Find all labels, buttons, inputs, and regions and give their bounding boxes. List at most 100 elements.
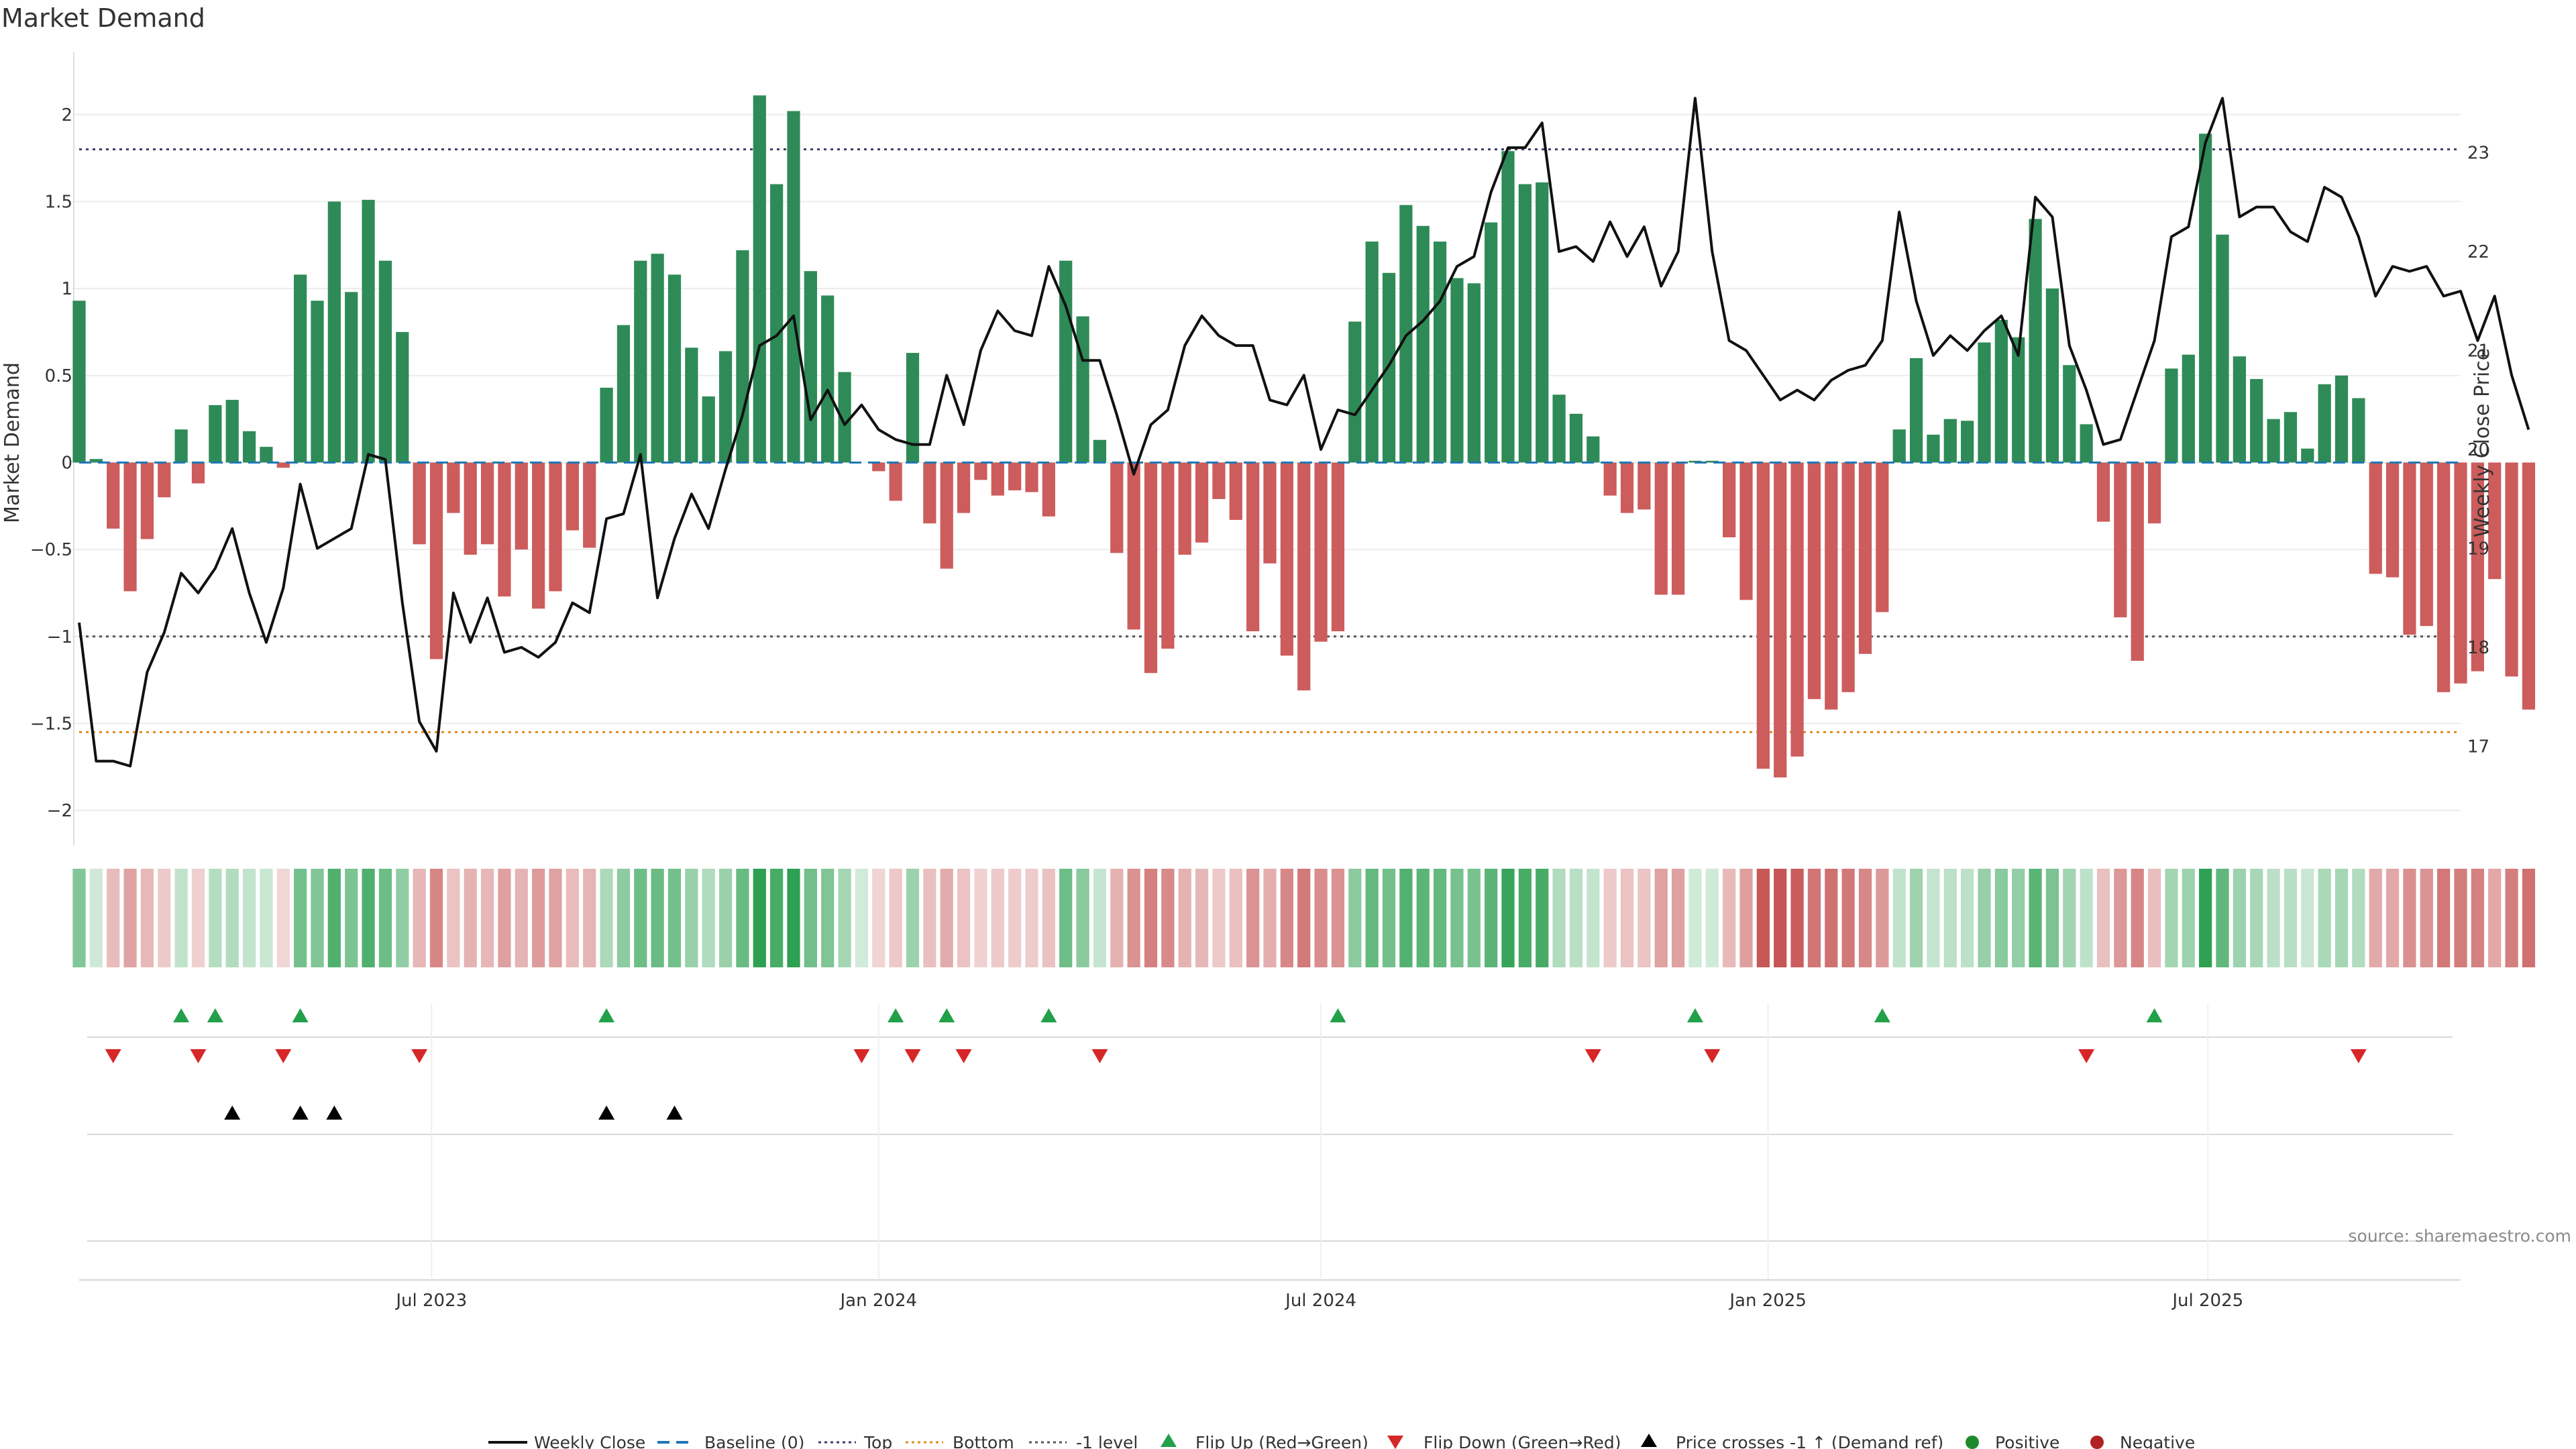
demand-bar bbox=[242, 431, 256, 463]
x-tick-label: Jul 2024 bbox=[1284, 1291, 1356, 1311]
heat-cell bbox=[1688, 869, 1702, 967]
heat-cell bbox=[1876, 869, 1889, 967]
heat-cell bbox=[1059, 869, 1073, 967]
demand-bar bbox=[1774, 462, 1787, 777]
demand-bar bbox=[753, 95, 766, 463]
heat-cell bbox=[889, 869, 902, 967]
demand-bar bbox=[1927, 434, 1940, 463]
demand-bar bbox=[2267, 419, 2280, 463]
heat-cell bbox=[1110, 869, 1124, 967]
y2-tick-label: 19 bbox=[2467, 539, 2489, 559]
demand-bar bbox=[2080, 424, 2093, 463]
cross-marker bbox=[224, 1106, 241, 1120]
demand-bar bbox=[1365, 241, 1379, 463]
demand-bar bbox=[1229, 462, 1242, 521]
legend-negative: Negative bbox=[2090, 1433, 2195, 1449]
demand-bar bbox=[1790, 462, 1804, 757]
heat-cell bbox=[2420, 869, 2433, 967]
heat-cell bbox=[362, 869, 375, 967]
heat-cell bbox=[1144, 869, 1158, 967]
legend-cross: Price crosses -1 ↑ (Demand ref) bbox=[1641, 1433, 1943, 1449]
heat-cell bbox=[1314, 869, 1328, 967]
demand-bar bbox=[260, 447, 273, 463]
demand-bar bbox=[123, 462, 137, 592]
flip-down-marker bbox=[190, 1049, 207, 1063]
heat-cell bbox=[1450, 869, 1464, 967]
heat-cell bbox=[2369, 869, 2382, 967]
flip-up-marker bbox=[1874, 1008, 1890, 1022]
reference-lines bbox=[79, 148, 2461, 733]
heat-cell bbox=[1093, 869, 1107, 967]
heat-cell bbox=[1348, 869, 1362, 967]
demand-bar bbox=[1892, 429, 1906, 463]
demand-bar bbox=[2063, 365, 2076, 463]
flip-up-marker bbox=[938, 1008, 955, 1022]
heat-cell bbox=[974, 869, 987, 967]
heat-cell bbox=[345, 869, 358, 967]
x-axis: Jul 2023 Jan 2024 Jul 2024 Jan 2025 Jul 2025 bbox=[79, 1004, 2461, 1311]
flip-up-marker bbox=[173, 1008, 190, 1022]
demand-bar bbox=[1654, 462, 1668, 595]
legend-positive: Positive bbox=[1966, 1433, 2059, 1449]
heat-cell bbox=[1331, 869, 1345, 967]
x-tick-label: Jan 2024 bbox=[839, 1291, 918, 1311]
heat-cell bbox=[2080, 869, 2093, 967]
demand-bar bbox=[549, 462, 562, 592]
demand-bar bbox=[838, 372, 851, 463]
demand-bar bbox=[191, 462, 205, 484]
demand-bar bbox=[2096, 462, 2110, 522]
heat-cell bbox=[2012, 869, 2025, 967]
heat-cell bbox=[1025, 869, 1038, 967]
demand-bar bbox=[1008, 462, 1022, 490]
triangle-down-icon bbox=[1387, 1436, 1403, 1449]
heat-cell bbox=[1705, 869, 1719, 967]
heat-cell bbox=[1994, 869, 2008, 967]
heat-cell bbox=[2385, 869, 2400, 967]
heat-cell bbox=[702, 869, 715, 967]
demand-bar bbox=[2250, 378, 2263, 463]
demand-bar bbox=[2284, 412, 2298, 463]
demand-bar bbox=[345, 292, 358, 463]
demand-bar bbox=[685, 347, 698, 463]
demand-bar bbox=[2216, 234, 2229, 463]
heat-cell bbox=[89, 869, 103, 967]
x-tick-label: Jul 2023 bbox=[394, 1291, 467, 1311]
demand-bar bbox=[1399, 205, 1413, 463]
legend-baseline: Baseline (0) bbox=[657, 1433, 804, 1449]
legend-positive-label: Positive bbox=[1995, 1433, 2059, 1449]
flip-down-marker bbox=[904, 1049, 921, 1063]
legend-weekly-close: Weekly Close bbox=[488, 1433, 645, 1449]
demand-bar bbox=[2318, 384, 2331, 463]
heat-cell bbox=[1774, 869, 1787, 967]
demand-bar bbox=[1042, 462, 1055, 517]
demand-bar bbox=[2505, 462, 2518, 677]
heat-cell bbox=[1825, 869, 1838, 967]
heat-cell bbox=[498, 869, 511, 967]
heat-cell bbox=[549, 869, 562, 967]
demand-bar bbox=[1739, 462, 1753, 600]
heat-cell bbox=[464, 869, 477, 967]
heat-cell bbox=[2318, 869, 2331, 967]
demand-bar bbox=[616, 325, 631, 463]
cross-marker bbox=[292, 1106, 309, 1120]
heat-cell bbox=[1076, 869, 1089, 967]
y2-tick-label: 23 bbox=[2467, 144, 2489, 164]
y-tick-label: 1.5 bbox=[45, 192, 72, 212]
heat-cell bbox=[1433, 869, 1447, 967]
heat-cell bbox=[2096, 869, 2110, 967]
heat-cell bbox=[2522, 869, 2536, 967]
heat-cell bbox=[753, 869, 766, 967]
heat-cell bbox=[209, 869, 222, 967]
demand-bar bbox=[1263, 462, 1277, 564]
demand-bar bbox=[787, 111, 800, 463]
flip-down-marker bbox=[2350, 1049, 2367, 1063]
demand-bar bbox=[2045, 288, 2059, 463]
heat-cell bbox=[2352, 869, 2365, 967]
heat-cell bbox=[2216, 869, 2229, 967]
demand-bar bbox=[1178, 462, 1191, 555]
legend-minus-one-label: -1 level bbox=[1076, 1433, 1138, 1449]
left-axis-label: Market Demand bbox=[1, 362, 24, 523]
cross-marker bbox=[666, 1106, 683, 1120]
heat-cell bbox=[2045, 869, 2059, 967]
